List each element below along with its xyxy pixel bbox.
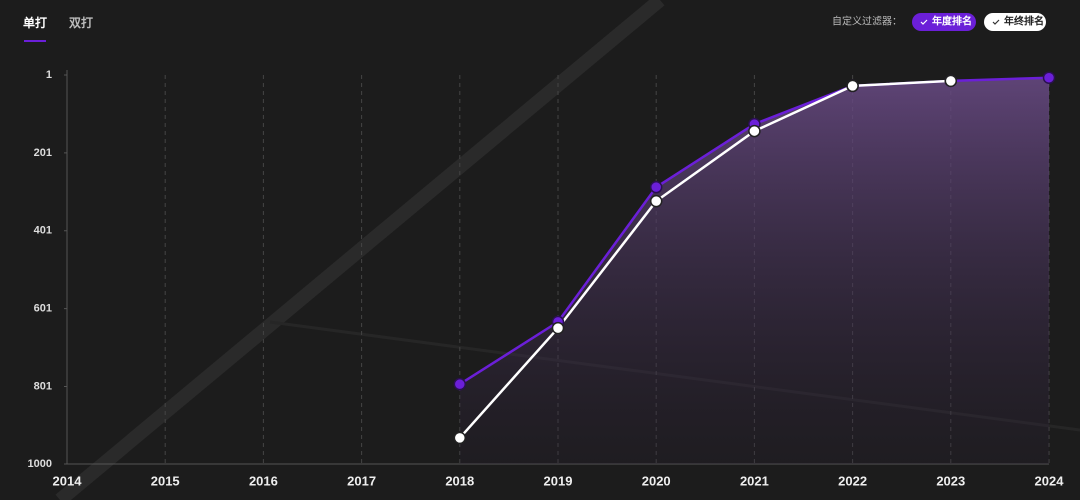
data-point: [453, 431, 467, 445]
x-tick-label: 2014: [53, 473, 83, 488]
data-point: [649, 180, 663, 194]
check-icon: [920, 19, 928, 25]
y-tick-label: 401: [34, 225, 52, 237]
legend-item[interactable]: 年度排名: [912, 13, 976, 31]
legend-pill: [984, 13, 1046, 31]
x-tick-label: 2020: [642, 473, 671, 488]
x-tick-label: 2017: [347, 473, 376, 488]
y-tick-label: 1000: [28, 458, 52, 470]
data-point: [649, 194, 663, 208]
x-tick-label: 2015: [151, 473, 180, 488]
tab[interactable]: 单打: [23, 15, 47, 30]
x-tick-label: 2016: [249, 473, 278, 488]
y-tick-label: 1: [46, 69, 52, 81]
check-icon: [992, 19, 1000, 25]
x-tick-label: 2023: [936, 473, 965, 488]
x-tick-label: 2022: [838, 473, 867, 488]
y-tick-label: 601: [34, 303, 52, 315]
y-tick-label: 201: [34, 147, 52, 159]
tab[interactable]: 双打: [69, 15, 93, 30]
x-tick-label: 2024: [1035, 473, 1065, 488]
x-tick-label: 2018: [445, 473, 474, 488]
series-line: [458, 79, 951, 439]
decoration: [55, 0, 665, 500]
data-point: [846, 79, 859, 93]
x-tick-label: 2021: [740, 473, 769, 488]
legend-label: 年终排名: [1004, 15, 1044, 28]
data-point: [944, 74, 958, 88]
legend-label: 年度排名: [932, 15, 972, 28]
tab-underline: [24, 40, 46, 42]
y-tick-label: 801: [34, 380, 52, 392]
area: [459, 77, 1049, 465]
x-tick-label: 2019: [544, 473, 573, 488]
data-point: [551, 321, 565, 335]
legend-item[interactable]: 年终排名: [984, 13, 1046, 31]
data-point: [748, 124, 761, 138]
data-point: [1042, 71, 1056, 84]
filter-label: 自定义过滤器：: [832, 15, 902, 28]
data-point: [453, 377, 467, 391]
legend-pill: [912, 13, 976, 31]
